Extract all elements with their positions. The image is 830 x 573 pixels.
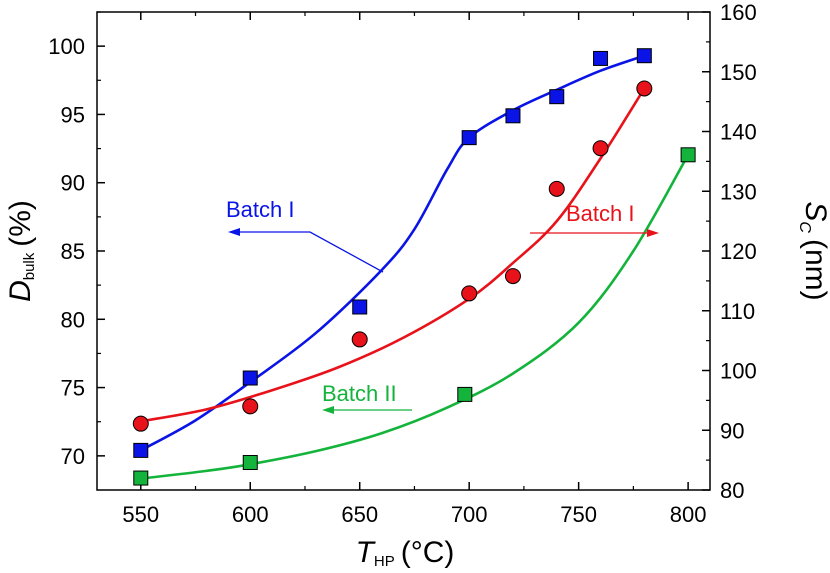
x-tick-label: 550 bbox=[122, 502, 159, 527]
y-left-tick-label: 80 bbox=[61, 307, 85, 332]
data-point-batch-ii-right bbox=[457, 386, 473, 402]
data-point-batch-i-right bbox=[132, 415, 149, 432]
data-point-batch-ii-right bbox=[133, 470, 149, 486]
data-point-batch-i-right bbox=[351, 331, 368, 348]
arrowhead-green bbox=[322, 406, 334, 414]
data-point-batch-ii-right bbox=[680, 147, 696, 163]
y-right-tick-label: 140 bbox=[720, 120, 757, 145]
y-left-tick-label: 85 bbox=[61, 239, 85, 264]
y-right-tick-label: 80 bbox=[720, 478, 744, 503]
annotation-batch-i-red: Batch I bbox=[566, 201, 634, 226]
y-right-tick-label: 120 bbox=[720, 239, 757, 264]
arrowhead-left-blue bbox=[228, 228, 240, 236]
data-point-batch-i-left bbox=[505, 108, 521, 124]
y-left-tick-label: 75 bbox=[61, 376, 85, 401]
x-tick-label: 800 bbox=[670, 502, 707, 527]
y-right-tick-label: 160 bbox=[720, 0, 757, 25]
plot-frame bbox=[96, 11, 711, 491]
x-tick-label: 650 bbox=[341, 502, 378, 527]
y-left-tick-label: 100 bbox=[48, 34, 85, 59]
data-point-batch-i-left bbox=[636, 48, 652, 64]
data-point-batch-i-right bbox=[548, 180, 565, 197]
y-left-tick-label: 90 bbox=[61, 171, 85, 196]
x-axis-title: THP (°C) bbox=[356, 536, 455, 570]
data-point-batch-i-right bbox=[592, 140, 609, 157]
y-right-tick-label: 110 bbox=[720, 299, 755, 324]
right-axis-title: SC(nm) bbox=[796, 201, 830, 300]
data-point-batch-i-left bbox=[593, 50, 609, 66]
y-left-tick-label: 70 bbox=[61, 444, 85, 469]
annotation-batch-i-blue: Batch I bbox=[226, 197, 294, 222]
fit-curve-batch-ii-right bbox=[140, 154, 690, 480]
left-axis-title: Dbulk(%) bbox=[4, 200, 38, 302]
data-point-batch-i-left bbox=[352, 299, 368, 315]
annotation-batch-ii-green: Batch II bbox=[322, 381, 397, 406]
arrowhead-right-red bbox=[647, 229, 659, 237]
data-point-batch-i-right bbox=[242, 398, 259, 415]
data-point-batch-i-left bbox=[242, 370, 258, 386]
data-point-batch-i-left bbox=[549, 89, 565, 105]
y-right-tick-label: 150 bbox=[720, 60, 757, 85]
x-tick-label: 750 bbox=[560, 502, 597, 527]
y-right-tick-label: 90 bbox=[720, 418, 744, 443]
annotation-leader-blue bbox=[237, 231, 384, 273]
data-point-batch-ii-right bbox=[242, 455, 258, 471]
x-tick-label: 600 bbox=[232, 502, 269, 527]
y-right-tick-label: 130 bbox=[720, 179, 757, 204]
data-point-batch-i-right bbox=[636, 80, 653, 97]
y-right-tick-label: 100 bbox=[720, 359, 757, 384]
data-point-batch-i-right bbox=[461, 285, 478, 302]
data-point-batch-i-left bbox=[133, 442, 149, 458]
data-point-batch-i-right bbox=[504, 268, 521, 285]
y-left-tick-label: 95 bbox=[61, 102, 85, 127]
fit-curve-batch-i-right bbox=[140, 87, 646, 423]
x-tick-label: 700 bbox=[451, 502, 488, 527]
data-point-batch-i-left bbox=[461, 130, 477, 146]
